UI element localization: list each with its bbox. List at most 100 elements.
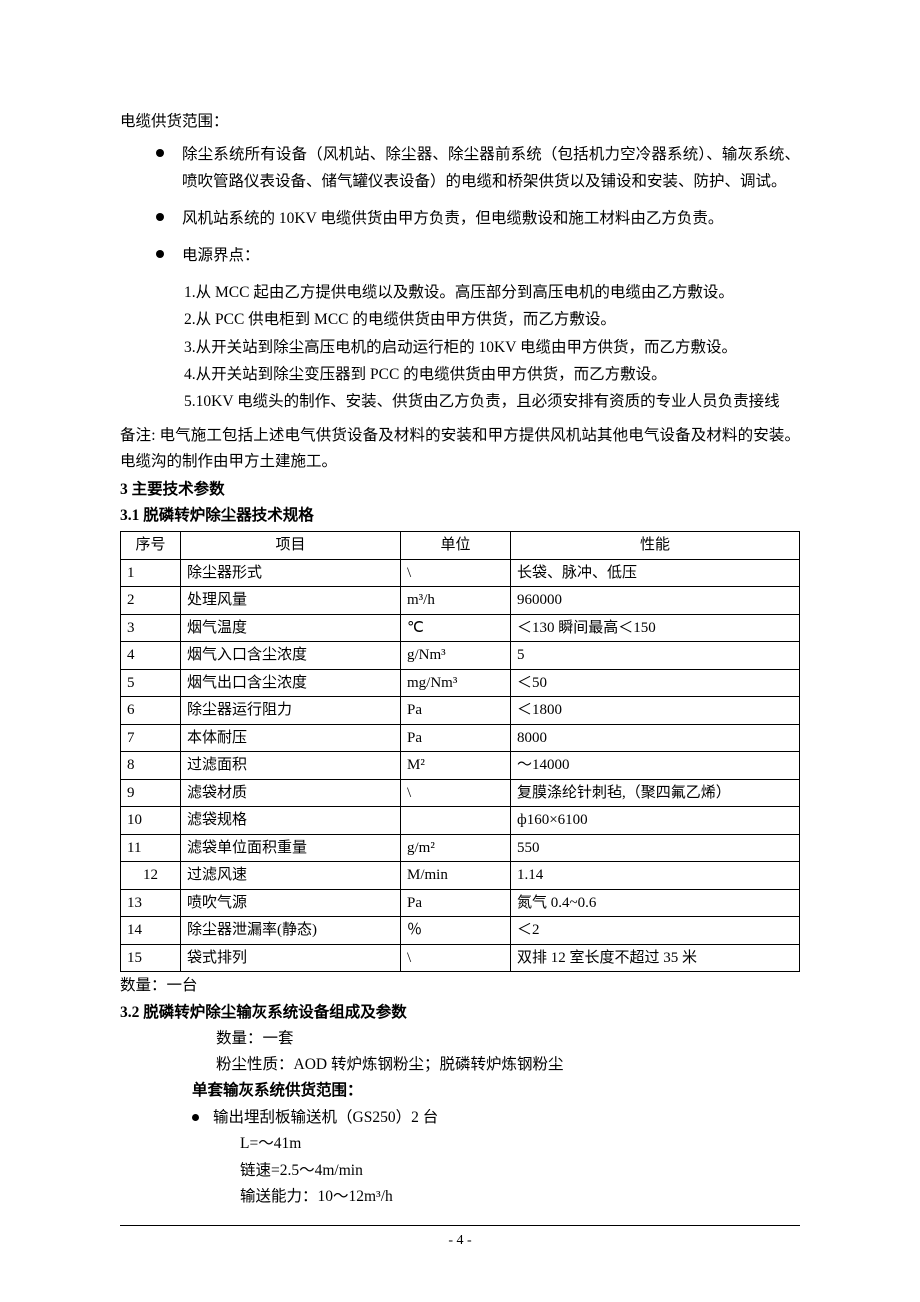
col-header-perf: 性能 [511, 532, 800, 560]
cell-item: 除尘器运行阻力 [181, 697, 401, 725]
cell-perf: 550 [511, 834, 800, 862]
table-row: 7本体耐压Pa8000 [121, 724, 800, 752]
spec-table: 序号 项目 单位 性能 1除尘器形式\长袋、脉冲、低压2处理风量m³/h9600… [120, 531, 800, 972]
bullet-list-cable: 除尘系统所有设备（风机站、除尘器、除尘器前系统（包括机力空冷器系统）、输灰系统、… [120, 141, 800, 270]
cell-index: 10 [121, 807, 181, 835]
cell-unit: g/m² [401, 834, 511, 862]
col-header-unit: 单位 [401, 532, 511, 560]
page-footer: - 4 - [120, 1225, 800, 1252]
quantity-note: 数量：一台 [120, 974, 800, 999]
cell-unit: mg/Nm³ [401, 669, 511, 697]
cell-unit: Pa [401, 889, 511, 917]
section-3-heading: 3 主要技术参数 [120, 478, 800, 503]
bullet-text: 除尘系统所有设备（风机站、除尘器、除尘器前系统（包括机力空冷器系统）、输灰系统、… [182, 141, 800, 195]
cell-index: 4 [121, 642, 181, 670]
cell-index: 1 [121, 559, 181, 587]
bullet-icon [156, 250, 164, 258]
cell-index: 8 [121, 752, 181, 780]
cell-unit: \ [401, 779, 511, 807]
cell-unit: Pa [401, 697, 511, 725]
cell-perf: ф160×6100 [511, 807, 800, 835]
cell-item: 滤袋规格 [181, 807, 401, 835]
cell-perf: ＜50 [511, 669, 800, 697]
list-item: 1.从 MCC 起由乙方提供电缆以及敷设。高压部分到高压电机的电缆由乙方敷设。 [184, 279, 800, 306]
cell-index: 7 [121, 724, 181, 752]
ash-item1: 输出埋刮板输送机（GS250）2 台 [213, 1105, 438, 1131]
cell-perf: 长袋、脉冲、低压 [511, 559, 800, 587]
cell-item: 烟气温度 [181, 614, 401, 642]
list-item: 电源界点： [120, 242, 800, 269]
cell-item: 滤袋材质 [181, 779, 401, 807]
cell-index: 14 [121, 917, 181, 945]
table-row: 15袋式排列\双排 12 室长度不超过 35 米 [121, 944, 800, 972]
list-item: 输出埋刮板输送机（GS250）2 台 [120, 1105, 800, 1131]
cell-unit: ℃ [401, 614, 511, 642]
table-row: 5烟气出口含尘浓度mg/Nm³＜50 [121, 669, 800, 697]
table-row: 9滤袋材质\复膜涤纶针刺毡,（聚四氟乙烯） [121, 779, 800, 807]
cell-unit: m³/h [401, 587, 511, 615]
list-item: 4.从开关站到除尘变压器到 PCC 的电缆供货由甲方供货，而乙方敷设。 [184, 361, 800, 388]
table-header-row: 序号 项目 单位 性能 [121, 532, 800, 560]
cell-item: 烟气入口含尘浓度 [181, 642, 401, 670]
ash-material: 粉尘性质：AOD 转炉炼钢粉尘；脱磷转炉炼钢粉尘 [120, 1052, 800, 1078]
cell-index: 5 [121, 669, 181, 697]
cell-item: 处理风量 [181, 587, 401, 615]
bullet-text: 风机站系统的 10KV 电缆供货由甲方负责，但电缆敷设和施工材料由乙方负责。 [182, 205, 800, 232]
cell-perf: 复膜涤纶针刺毡,（聚四氟乙烯） [511, 779, 800, 807]
cell-index: 3 [121, 614, 181, 642]
cell-item: 袋式排列 [181, 944, 401, 972]
cell-unit: \ [401, 944, 511, 972]
cell-perf: 氮气 0.4~0.6 [511, 889, 800, 917]
table-row: 3烟气温度℃＜130 瞬间最高＜150 [121, 614, 800, 642]
list-item: 2.从 PCC 供电柜到 MCC 的电缆供货由甲方供货，而乙方敷设。 [184, 306, 800, 333]
list-item: 风机站系统的 10KV 电缆供货由甲方负责，但电缆敷设和施工材料由乙方负责。 [120, 205, 800, 232]
remark-text: 备注: 电气施工包括上述电气供货设备及材料的安装和甲方提供风机站其他电气设备及材… [120, 423, 800, 476]
bullet-text: 电源界点： [182, 242, 800, 269]
list-item: 3.从开关站到除尘高压电机的启动运行柜的 10KV 电缆由甲方供货，而乙方敷设。 [184, 334, 800, 361]
cell-index: 15 [121, 944, 181, 972]
table-row: 10滤袋规格 ф160×6100 [121, 807, 800, 835]
cell-unit: ％ [401, 917, 511, 945]
table-row: 13喷吹气源Pa氮气 0.4~0.6 [121, 889, 800, 917]
cell-perf: ＜130 瞬间最高＜150 [511, 614, 800, 642]
page-number: - 4 - [120, 1230, 800, 1252]
cell-perf: ＜1800 [511, 697, 800, 725]
bullet-icon [156, 213, 164, 221]
ash-length: L=～41m [120, 1131, 800, 1157]
cell-perf: 8000 [511, 724, 800, 752]
cell-index: 11 [121, 834, 181, 862]
bullet-icon [192, 1114, 199, 1121]
cell-index: 13 [121, 889, 181, 917]
cell-item: 过滤面积 [181, 752, 401, 780]
col-header-item: 项目 [181, 532, 401, 560]
cell-perf: 1.14 [511, 862, 800, 890]
cell-unit: M² [401, 752, 511, 780]
cell-index: 9 [121, 779, 181, 807]
ash-qty: 数量：一套 [120, 1026, 800, 1052]
cell-perf: 双排 12 室长度不超过 35 米 [511, 944, 800, 972]
cable-scope-heading: 电缆供货范围： [120, 110, 800, 135]
cell-item: 烟气出口含尘浓度 [181, 669, 401, 697]
list-item: 5.10KV 电缆头的制作、安装、供货由乙方负责，且必须安排有资质的专业人员负责… [184, 388, 800, 415]
cell-unit: \ [401, 559, 511, 587]
cell-perf: 5 [511, 642, 800, 670]
cell-unit [401, 807, 511, 835]
table-row: 8过滤面积M²～14000 [121, 752, 800, 780]
table-row: 2处理风量m³/h960000 [121, 587, 800, 615]
cell-unit: g/Nm³ [401, 642, 511, 670]
list-item: 除尘系统所有设备（风机站、除尘器、除尘器前系统（包括机力空冷器系统）、输灰系统、… [120, 141, 800, 195]
cell-item: 喷吹气源 [181, 889, 401, 917]
cell-unit: Pa [401, 724, 511, 752]
table-row: 12过滤风速M/min1.14 [121, 862, 800, 890]
table-row: 1除尘器形式\长袋、脉冲、低压 [121, 559, 800, 587]
ash-speed: 链速=2.5～4m/min [120, 1158, 800, 1184]
cell-item: 滤袋单位面积重量 [181, 834, 401, 862]
cell-item: 除尘器形式 [181, 559, 401, 587]
cell-item: 过滤风速 [181, 862, 401, 890]
cell-index: 12 [121, 862, 181, 890]
footer-divider [120, 1225, 800, 1226]
section-3-1-heading: 3.1 脱磷转炉除尘器技术规格 [120, 504, 800, 529]
ash-capacity: 输送能力：10～12m³/h [120, 1184, 800, 1210]
cell-unit: M/min [401, 862, 511, 890]
cell-item: 除尘器泄漏率(静态) [181, 917, 401, 945]
